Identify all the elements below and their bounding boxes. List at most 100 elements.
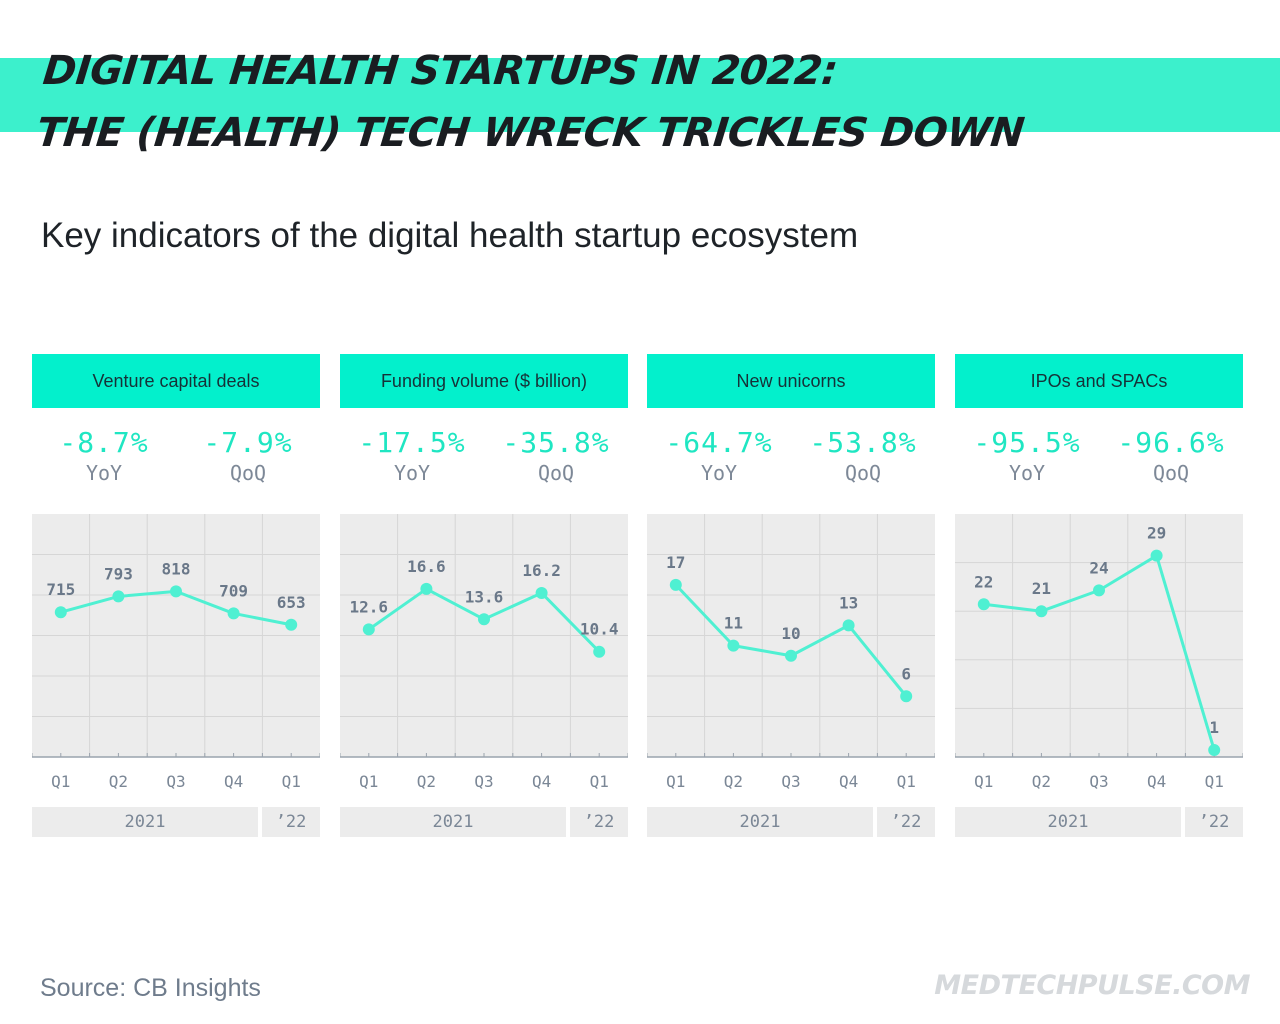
data-label: 21 [1032,579,1051,598]
data-point [1093,584,1105,597]
yoy-value: -95.5% [973,426,1081,459]
panel-title: Venture capital deals [32,354,320,408]
x-tick-label: Q1 [1205,772,1224,791]
x-tick-label: Q3 [474,772,493,791]
title-accent-band [0,58,1280,132]
year-axis: 2021 ’22 [32,807,320,837]
data-point [285,618,298,631]
line-chart: 22 21 24 29 1 Q1 Q2 Q3 Q4 Q1 [955,514,1243,791]
x-tick-label: Q4 [1147,772,1166,791]
data-label: 22 [974,572,993,591]
chart-svg: 17 11 10 13 6 Q1 Q2 Q3 Q4 Q1 [647,514,935,791]
data-label: 24 [1089,558,1108,577]
year-group-2021: 2021 [647,807,873,837]
x-tick-label: Q4 [224,772,243,791]
x-tick-label: Q1 [974,772,993,791]
qoq-label: QoQ [537,461,575,485]
data-point [420,582,433,595]
qoq-value: -53.8% [809,426,917,459]
data-point [170,585,182,598]
qoq-value: -7.9% [203,426,293,459]
qoq-metric: -35.8% QoQ [484,426,628,486]
x-tick-label: Q1 [51,772,70,791]
x-tick-label: Q2 [109,772,128,791]
line-chart: 12.6 16.6 13.6 16.2 10.4 Q1 Q2 Q3 Q4 Q1 [340,514,628,791]
data-label: 1 [1209,718,1219,737]
data-point [1150,549,1163,562]
data-label: 29 [1147,524,1166,543]
year-group-2022: ’22 [1185,807,1243,837]
chart-svg: 22 21 24 29 1 Q1 Q2 Q3 Q4 Q1 [955,514,1243,791]
yoy-value: -8.7% [59,426,149,459]
chart-svg: 12.6 16.6 13.6 16.2 10.4 Q1 Q2 Q3 Q4 Q1 [340,514,628,791]
x-tick-label: Q2 [724,772,743,791]
year-group-2021: 2021 [340,807,566,837]
data-label: 16.6 [407,557,446,576]
data-label: 12.6 [350,597,389,616]
year-group-2021: 2021 [32,807,258,837]
data-label: 6 [901,664,911,683]
data-point [1208,744,1221,757]
x-tick-label: Q4 [839,772,858,791]
x-tick-label: Q3 [1089,772,1108,791]
data-point [593,645,606,658]
data-point [478,613,490,626]
x-tick-label: Q1 [590,772,609,791]
data-point [1035,605,1048,618]
qoq-value: -96.6% [1117,426,1225,459]
qoq-metric: -53.8% QoQ [791,426,935,486]
panel-vc-deals: Venture capital deals -8.7% YoY -7.9% Qo… [32,354,320,838]
data-point [54,606,67,619]
data-label: 10.4 [580,620,619,639]
year-axis: 2021 ’22 [340,807,628,837]
data-label: 13 [839,593,858,612]
title-line-1: DIGITAL HEALTH STARTUPS IN 2022: [40,48,840,94]
year-axis: 2021 ’22 [647,807,935,837]
x-tick-label: Q2 [417,772,436,791]
qoq-metric: -7.9% QoQ [176,426,320,486]
data-point [535,586,548,599]
panel-title: Funding volume ($ billion) [340,354,628,408]
yoy-metric: -64.7% YoY [647,426,791,486]
data-label: 16.2 [522,561,561,580]
x-tick-label: Q2 [1032,772,1051,791]
x-tick-label: Q1 [666,772,685,791]
data-label: 793 [104,564,133,583]
x-tick-label: Q4 [532,772,551,791]
panel-title: IPOs and SPACs [955,354,1243,408]
chart-svg: 715 793 818 709 653 Q1 Q2 Q3 Q4 Q1 [32,514,320,791]
subtitle: Key indicators of the digital health sta… [41,216,859,255]
source-note: Source: CB Insights [40,974,261,1002]
yoy-value: -17.5% [358,426,466,459]
year-axis: 2021 ’22 [955,807,1243,837]
yoy-metric: -95.5% YoY [955,426,1099,486]
qoq-label: QoQ [229,461,267,485]
yoy-label: YoY [393,461,431,485]
data-point [727,639,740,652]
panel-title: New unicorns [647,354,935,408]
x-tick-label: Q3 [781,772,800,791]
x-tick-label: Q3 [166,772,185,791]
brand-watermark: MEDTECHPULSE.COM [934,970,1250,1001]
yoy-metric: -8.7% YoY [32,426,176,486]
x-tick-label: Q1 [897,772,916,791]
data-label: 17 [666,553,685,572]
x-tick-label: Q1 [359,772,378,791]
data-point [227,607,240,620]
yoy-label: YoY [1008,461,1046,485]
data-point [785,649,797,662]
yoy-label: YoY [700,461,738,485]
x-tick-label: Q1 [282,772,301,791]
qoq-label: QoQ [1152,461,1190,485]
year-group-2021: 2021 [955,807,1181,837]
qoq-metric: -96.6% QoQ [1099,426,1243,486]
yoy-label: YoY [85,461,123,485]
data-point [362,623,375,636]
line-chart: 715 793 818 709 653 Q1 Q2 Q3 Q4 Q1 [32,514,320,791]
year-group-2022: ’22 [570,807,628,837]
data-point [669,578,682,591]
data-label: 653 [277,593,306,612]
year-group-2022: ’22 [262,807,320,837]
data-point [842,619,855,632]
data-label: 818 [162,559,191,578]
